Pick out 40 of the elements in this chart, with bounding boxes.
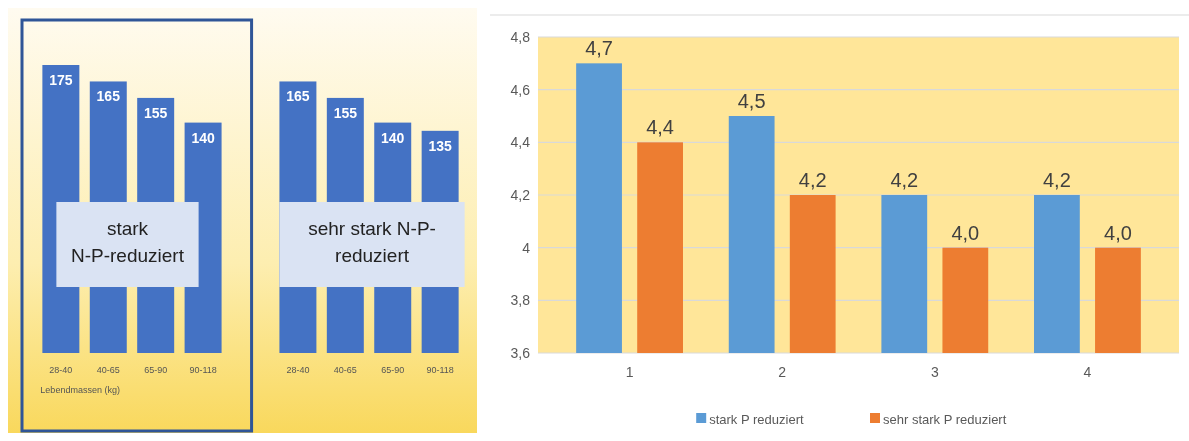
data-label: 4,0	[1104, 221, 1132, 244]
x-tick-label: 1	[625, 364, 634, 380]
x-tick-label: 65-90	[381, 365, 405, 375]
x-tick-label: 65-90	[144, 365, 168, 375]
y-tick-label: 4,4	[510, 134, 531, 151]
annotation: stark N-P-reduziert	[70, 218, 185, 266]
y-tick-label: 4,2	[510, 186, 531, 203]
x-axis-title: Lebendmassen (kg)	[40, 385, 120, 395]
legend-label: stark P reduziert	[709, 411, 804, 427]
data-label: 175	[49, 72, 73, 88]
data-label: 4,2	[1043, 169, 1071, 191]
y-tick-label: 4,8	[510, 28, 531, 45]
y-tick-label: 4	[522, 239, 531, 256]
data-label: 4,0	[951, 221, 980, 244]
y-tick-label: 3,8	[510, 292, 531, 309]
data-label: 140	[191, 129, 215, 146]
data-label: 4,7	[585, 37, 613, 60]
x-tick-label: 40-65	[96, 365, 120, 375]
x-tick-label: 2	[778, 364, 787, 380]
x-tick-label: 40-65	[333, 365, 357, 375]
data-label: 155	[144, 104, 168, 121]
x-tick-label: 3	[930, 364, 939, 380]
data-label: 135	[428, 137, 453, 154]
data-label: 140	[381, 129, 405, 146]
x-tick-label: 90-118	[189, 365, 217, 375]
y-tick-label: 4,6	[510, 81, 531, 98]
y-tick-label: 3,6	[510, 344, 531, 361]
data-label: 4,2	[890, 169, 919, 191]
x-tick-label: 28-40	[49, 365, 73, 375]
data-label: 4,4	[646, 116, 674, 139]
annotation: sehr stark N-P-reduziert	[308, 218, 436, 266]
data-label: 155	[333, 104, 358, 121]
x-tick-label: 4	[1083, 364, 1092, 380]
data-label: 165	[286, 88, 310, 105]
data-label: 4,5	[737, 90, 766, 112]
x-tick-label: 28-40	[286, 365, 310, 375]
x-tick-label: 90-118	[426, 365, 454, 375]
legend-label: sehr stark P reduziert	[883, 411, 1007, 427]
data-label: 4,2	[798, 169, 827, 191]
data-label: 165	[96, 88, 121, 105]
